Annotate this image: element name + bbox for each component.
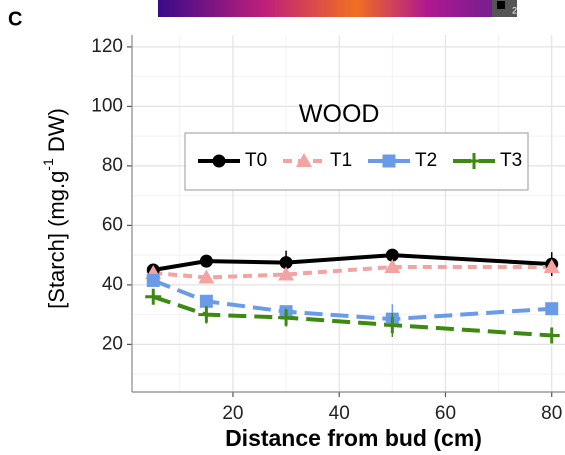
y-tick-label: 120 (91, 36, 123, 57)
marker (543, 259, 560, 274)
marker (145, 288, 162, 305)
legend-label: T1 (330, 150, 352, 171)
y-tick-label: 40 (102, 274, 123, 295)
marker (146, 273, 160, 287)
y-axis-title-part: [Starch] (mg.g (44, 171, 69, 309)
marker (543, 327, 560, 344)
x-tick-label: 40 (329, 403, 350, 424)
marker (278, 309, 295, 326)
marker (198, 306, 215, 323)
colorbar-label: 25.9 (512, 5, 530, 15)
y-axis-title: [Starch] (mg.g-1 DW) (40, 108, 69, 309)
y-axis-title-part: DW) (44, 108, 69, 158)
marker (384, 259, 401, 274)
marker (384, 317, 401, 334)
marker (198, 269, 215, 284)
annotation: WOOD (299, 100, 380, 128)
marker (385, 248, 399, 262)
x-tick-label: 60 (435, 403, 456, 424)
legend-label: T2 (415, 150, 437, 171)
marker (279, 256, 293, 270)
colorbar-swatch (497, 1, 505, 9)
y-tick-label: 100 (91, 95, 123, 116)
thermal-image (158, 0, 517, 17)
marker (199, 254, 213, 268)
y-axis-title-part: -1 (40, 158, 56, 171)
x-tick-label: 20 (222, 403, 243, 424)
x-axis-title: Distance from bud (cm) (225, 425, 482, 451)
marker (382, 154, 396, 168)
y-tick-label: 20 (102, 333, 123, 354)
y-tick-label: 80 (102, 155, 123, 176)
marker (278, 266, 295, 281)
series-line (153, 265, 552, 280)
x-tick-label: 80 (541, 403, 562, 424)
legend-label: T3 (500, 150, 522, 171)
legend-label: T0 (245, 150, 267, 171)
marker (466, 153, 482, 169)
series-line (152, 253, 552, 272)
y-tick-label: 60 (102, 214, 123, 235)
marker (545, 302, 559, 316)
panel-label: C (8, 8, 22, 30)
marker (296, 153, 312, 167)
marker (199, 294, 213, 308)
marker (212, 154, 226, 168)
